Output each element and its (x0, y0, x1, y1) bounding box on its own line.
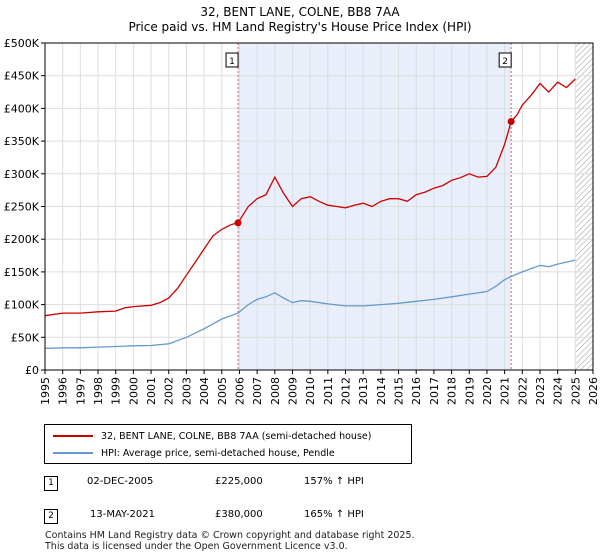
chart-legend: 32, BENT LANE, COLNE, BB8 7AA (semi-deta… (44, 424, 412, 464)
y-tick-label: £300K (4, 168, 40, 181)
sale-point (234, 219, 242, 227)
x-tick-label: 2018 (446, 377, 459, 405)
y-tick-label: £500K (4, 37, 40, 50)
x-tick-label: 2022 (516, 377, 529, 405)
x-tick-label: 2007 (251, 377, 264, 405)
x-tick-label: 2000 (127, 377, 140, 405)
x-tick-label: 1995 (39, 377, 52, 405)
legend-swatch-hpi (53, 452, 93, 454)
sale-hpi-delta: 157% ↑ HPI (304, 476, 364, 487)
x-tick-label: 2023 (534, 377, 547, 405)
x-tick-label: 2008 (269, 377, 282, 405)
legend-label-property: 32, BENT LANE, COLNE, BB8 7AA (semi-deta… (101, 430, 372, 442)
x-tick-label: 2026 (587, 377, 600, 405)
attribution-line-2: This data is licensed under the Open Gov… (45, 541, 348, 552)
sale-hpi-delta: 165% ↑ HPI (304, 509, 364, 520)
x-tick-label: 2001 (145, 377, 158, 405)
hpi-line (44, 259, 576, 350)
x-tick-label: 2017 (428, 377, 441, 405)
sale-date: 13-MAY-2021 (90, 509, 156, 520)
x-tick-label: 2011 (322, 377, 335, 405)
sale-row: 1 02-DEC-2005 £225,000 157% ↑ HPI (0, 474, 600, 494)
x-tick-label: 2010 (304, 377, 317, 405)
x-tick-label: 2020 (481, 377, 494, 405)
sale-marker-label: 1 (229, 57, 235, 67)
x-tick-label: 1999 (110, 377, 123, 405)
sale-marker-box (225, 52, 239, 68)
attribution-line-1: Contains HM Land Registry data © Crown c… (45, 530, 415, 541)
sale-price: £225,000 (215, 476, 263, 487)
x-tick-label: 2006 (233, 377, 246, 405)
plot-frame (44, 42, 594, 371)
legend-label-hpi: HPI: Average price, semi-detached house,… (101, 447, 335, 459)
x-tick-label: 2016 (410, 377, 423, 405)
sale-row: 2 13-MAY-2021 £380,000 165% ↑ HPI (0, 507, 600, 527)
x-tick-label: 2019 (463, 377, 476, 405)
x-tick-label: 2013 (357, 377, 370, 405)
x-tick-label: 1997 (74, 377, 87, 405)
sale-point (507, 117, 515, 125)
sale-price: £380,000 (215, 509, 263, 520)
price-chart: £0 £50K £100K £150K £200K £250K £300K £350K £400… (4, 37, 600, 405)
legend-item-property: 32, BENT LANE, COLNE, BB8 7AA (semi-deta… (53, 429, 371, 443)
y-tick-label: £50K (11, 331, 40, 344)
sale-marker-box: 1 (44, 476, 58, 491)
x-tick-label: 2003 (180, 377, 193, 405)
x-tick-label: 2005 (216, 377, 229, 405)
x-tick-label: 1998 (92, 377, 105, 405)
sale-marker-label: 2 (502, 57, 508, 67)
x-tick-label: 2014 (375, 377, 388, 405)
y-tick-label: £400K (4, 102, 40, 115)
y-tick-label: £350K (4, 135, 40, 148)
y-tick-label: £250K (4, 201, 40, 214)
y-tick-label: £200K (4, 233, 40, 246)
sale-marker-box: 2 (44, 509, 58, 524)
chart-subtitle: Price paid vs. HM Land Registry's House … (128, 20, 472, 34)
chart-title: 32, BENT LANE, COLNE, BB8 7AA (200, 5, 400, 19)
x-tick-label: 2002 (163, 377, 176, 405)
x-tick-label: 1996 (57, 377, 70, 405)
x-tick-label: 2021 (499, 377, 512, 405)
legend-swatch-property (53, 435, 93, 437)
property-price-line (44, 78, 576, 317)
y-tick-label: £150K (4, 266, 40, 279)
x-tick-label: 2025 (569, 377, 582, 405)
sale-date: 02-DEC-2005 (87, 476, 154, 487)
x-tick-label: 2015 (393, 377, 406, 405)
x-tick-label: 2009 (286, 377, 299, 405)
y-tick-label: £0 (25, 364, 39, 377)
y-tick-label: £450K (4, 70, 40, 83)
x-tick-label: 2004 (198, 377, 211, 405)
y-tick-label: £100K (4, 299, 40, 312)
legend-item-hpi: HPI: Average price, semi-detached house,… (53, 446, 335, 460)
x-tick-label: 2012 (340, 377, 353, 405)
sale-marker-box (498, 52, 512, 68)
x-tick-label: 2024 (552, 377, 565, 405)
attribution: Contains HM Land Registry data © Crown c… (45, 530, 415, 552)
